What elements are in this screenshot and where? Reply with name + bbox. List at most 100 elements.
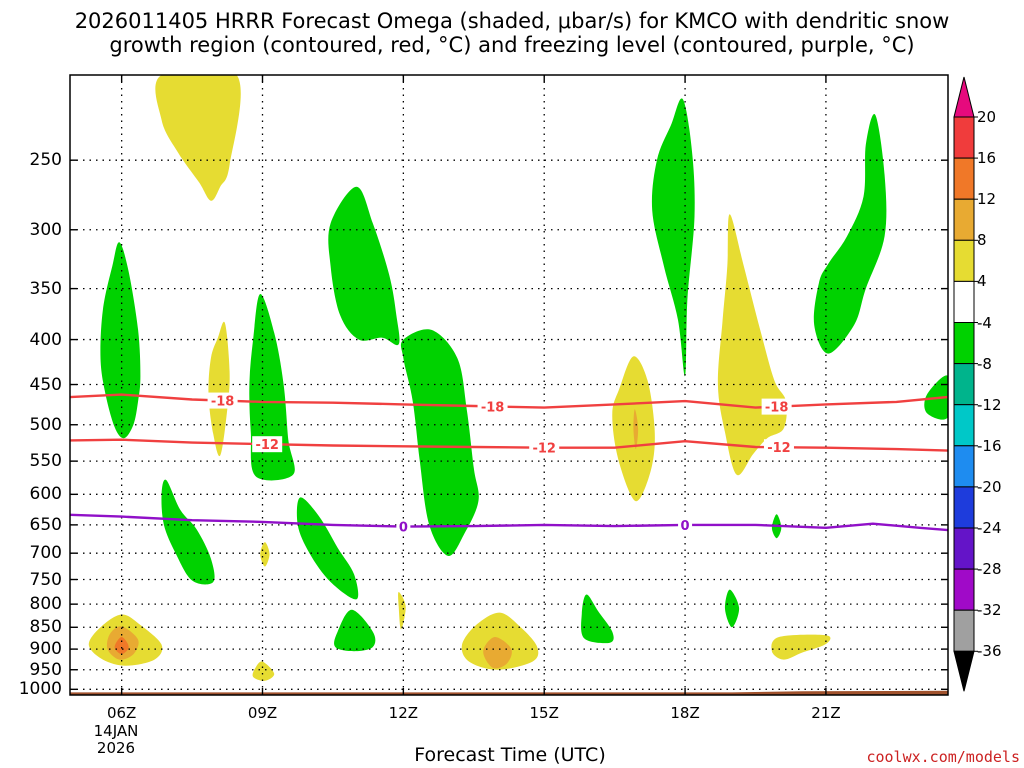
colorbar-label-6: -8: [977, 354, 992, 373]
contour-label-0-1: 0: [681, 519, 690, 534]
y-tick-label-400: 400: [29, 329, 62, 350]
plot-frame: [69, 74, 949, 696]
y-tick-label-550: 550: [29, 451, 62, 472]
omega-region-15: [398, 592, 406, 630]
x-tick-label-15Z: 15Z: [529, 704, 559, 722]
y-tick-label-450: 450: [29, 374, 62, 395]
colorbar-bin-3: [953, 198, 975, 241]
terrain-layer: [70, 690, 948, 695]
colorbar-label-0: 20: [977, 108, 997, 126]
omega-region-4: [328, 186, 400, 346]
contour-label--18-2: -18: [765, 401, 789, 416]
contour-label--12-1: -12: [532, 442, 556, 457]
contour-line--12: [70, 438, 948, 452]
contour-label-bg--18-1: [477, 398, 508, 415]
colorbar-bin-13: [953, 609, 975, 652]
y-tick-label-600: 600: [29, 484, 62, 505]
omega-region-0: [155, 75, 241, 201]
omega-region-12: [161, 479, 215, 585]
colorbar-bin-1: [953, 116, 975, 159]
y-tick-label-700: 700: [29, 543, 62, 564]
colorbar-label-1: 16: [977, 149, 997, 168]
colorbar-label-3: 8: [977, 231, 987, 250]
colorbar-bin-6: [953, 322, 975, 365]
temperature-contours: -18 -18 -18 -12 -12 -12 0 0: [70, 392, 948, 536]
omega-shaded-regions: [88, 75, 948, 681]
omega-region-9: [717, 214, 787, 476]
x-tick-label-21Z: 21Z: [811, 704, 841, 722]
omega-region-1: [100, 242, 141, 439]
colorbar-bin-2: [953, 157, 975, 200]
contour-label-bg--12-0: [252, 436, 283, 453]
contour-label-bg--18-2: [761, 398, 792, 415]
colorbar-bin-9: [953, 445, 975, 488]
date-label-day: 14JAN: [93, 722, 139, 740]
axis-ticks: [70, 75, 948, 695]
contour-label--18-1: -18: [481, 400, 505, 415]
contour-label-bg--18-0: [207, 392, 238, 409]
x-tick-label-12Z: 12Z: [388, 704, 419, 722]
omega-region-2: [208, 321, 230, 457]
y-tick-label-900: 900: [29, 639, 62, 660]
colorbar-bin-11: [953, 527, 975, 570]
omega-region-14: [260, 542, 270, 567]
colorbar-label-11: -28: [977, 560, 1002, 579]
y-tick-label-800: 800: [29, 594, 62, 615]
contour-label-bg-0-1: [678, 516, 693, 533]
chart-title-line1: 2026011405 HRRR Forecast Omega (shaded, …: [74, 9, 950, 33]
x-tick-label-06Z: 06Z: [106, 704, 137, 722]
y-tick-label-1000: 1000: [18, 679, 62, 700]
contour-label--12-2: -12: [767, 441, 791, 456]
omega-region-5: [400, 329, 479, 556]
terrain-ground: [70, 690, 948, 695]
colorbar-label-2: 12: [977, 190, 997, 209]
y-tick-label-300: 300: [29, 219, 62, 240]
colorbar-label-8: -16: [977, 436, 1002, 455]
omega-region-3: [249, 293, 295, 481]
colorbar: [953, 76, 978, 692]
date-label-year: 2026: [96, 739, 136, 757]
colorbar-bin-12: [953, 568, 975, 611]
y-tick-label-950: 950: [29, 659, 62, 680]
contour-label--18-0: -18: [211, 395, 235, 410]
contour-label-bg-0-0: [396, 518, 411, 535]
colorbar-bin-5: [953, 280, 975, 323]
y-tick-label-850: 850: [29, 617, 62, 638]
colorbar-label-12: -32: [977, 601, 1002, 620]
colorbar-bin-7: [953, 363, 975, 406]
omega-region-8: [651, 98, 695, 377]
x-axis-title: Forecast Time (UTC): [414, 744, 606, 766]
colorbar-label-13: -36: [977, 642, 1002, 661]
omega-region-24: [483, 636, 512, 669]
omega-region-7: [633, 409, 639, 450]
y-tick-label-500: 500: [29, 414, 62, 435]
colorbar-bin-4: [953, 239, 975, 282]
x-tick-label-09Z: 09Z: [247, 704, 278, 722]
colorbar-bin-8: [953, 404, 975, 447]
colorbar-bin-10: [953, 486, 975, 529]
chart-title-line2: growth region (contoured, red, °C) and f…: [109, 33, 915, 57]
y-tick-label-250: 250: [29, 150, 62, 171]
credit-link[interactable]: coolwx.com/models: [866, 748, 1020, 766]
contour-label-bg--12-1: [529, 439, 560, 456]
colorbar-label-4: 4: [977, 272, 987, 291]
x-tick-label-18Z: 18Z: [670, 704, 700, 722]
contour-line-0: [70, 513, 948, 532]
omega-region-17: [581, 594, 614, 644]
y-tick-label-650: 650: [29, 514, 62, 535]
colorbar-bottom-arrow: [953, 650, 975, 692]
omega-region-10: [813, 114, 887, 354]
contour-label-bg--12-2: [763, 439, 794, 456]
colorbar-top-arrow: [953, 76, 975, 118]
contour-line--18: [70, 393, 948, 409]
colorbar-label-5: -4: [977, 313, 992, 332]
colorbar-label-7: -12: [977, 395, 1002, 414]
omega-region-26: [771, 634, 831, 660]
omega-region-25: [252, 661, 275, 681]
colorbar-label-10: -24: [977, 519, 1002, 537]
contour-label-0-0: 0: [399, 521, 408, 536]
colorbar-label-9: -20: [977, 477, 1002, 496]
y-tick-label-750: 750: [29, 569, 62, 590]
omega-region-16: [334, 609, 376, 652]
